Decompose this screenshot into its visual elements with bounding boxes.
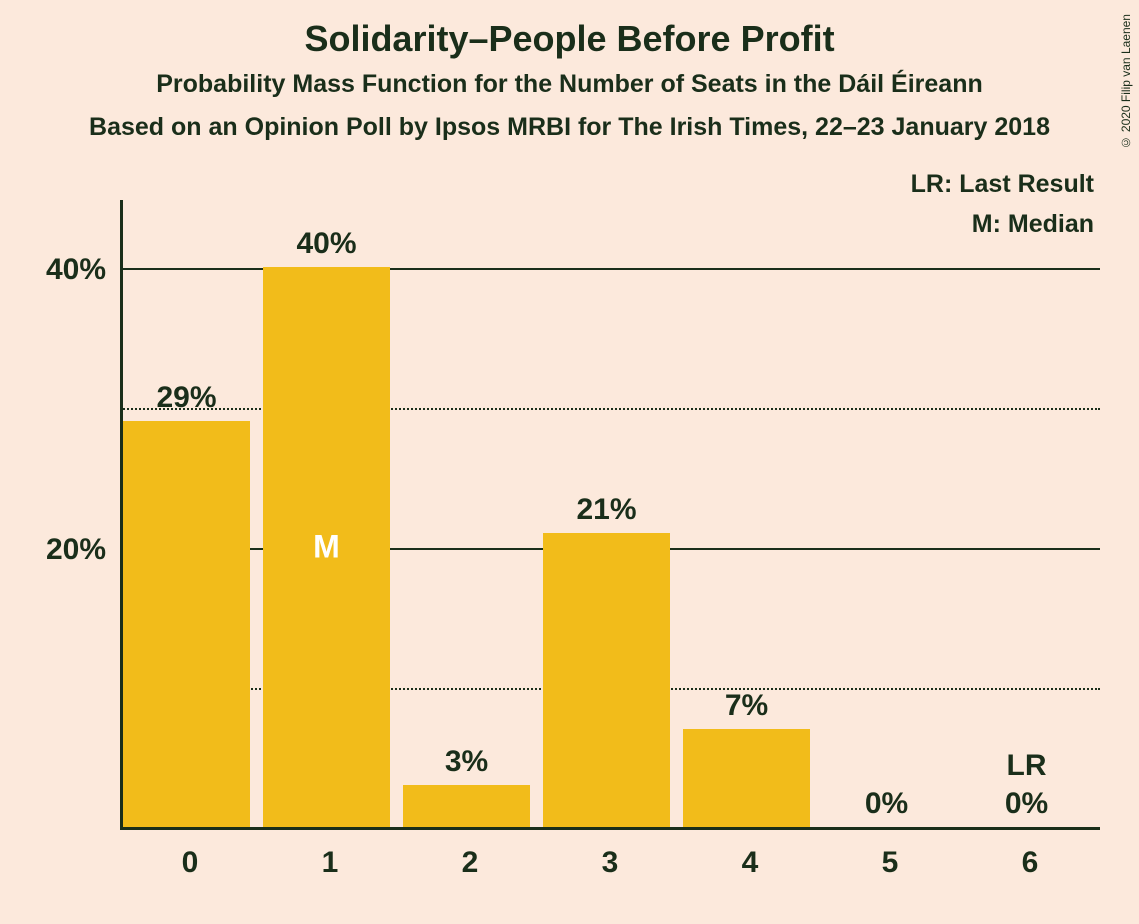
bar: 7%	[683, 729, 810, 827]
bar: 40%M	[263, 267, 390, 827]
bar-value-label: 40%	[263, 227, 390, 261]
chart-subtitle-2: Based on an Opinion Poll by Ipsos MRBI f…	[0, 113, 1139, 142]
bar-value-label: 0%	[963, 787, 1090, 821]
x-tick-label: 3	[602, 846, 619, 880]
bar-value-label: 29%	[123, 381, 250, 415]
x-tick-label: 5	[882, 846, 899, 880]
median-marker: M	[263, 529, 390, 566]
title-block: Solidarity–People Before Profit Probabil…	[0, 0, 1139, 142]
x-tick-label: 2	[462, 846, 479, 880]
x-axis	[120, 827, 1100, 830]
bar-value-label: 7%	[683, 689, 810, 723]
x-tick-label: 0	[182, 846, 199, 880]
x-tick-label: 4	[742, 846, 759, 880]
lr-marker: LR	[963, 749, 1090, 783]
bar: 29%	[123, 421, 250, 827]
legend-m: M: Median	[972, 210, 1094, 239]
x-tick-label: 6	[1022, 846, 1039, 880]
bar: 3%	[403, 785, 530, 827]
x-tick-label: 1	[322, 846, 339, 880]
chart-title: Solidarity–People Before Profit	[0, 18, 1139, 60]
y-tick-label: 20%	[46, 533, 106, 567]
bar-value-label: 0%	[823, 787, 950, 821]
copyright-text: © 2020 Filip van Laenen	[1119, 14, 1133, 149]
bar: 21%	[543, 533, 670, 827]
chart-subtitle-1: Probability Mass Function for the Number…	[0, 70, 1139, 99]
bar-value-label: 3%	[403, 745, 530, 779]
legend-lr: LR: Last Result	[911, 170, 1094, 199]
chart-plot-area: 20%40%LR: Last ResultM: Median29%040%M13…	[120, 200, 1100, 830]
y-tick-label: 40%	[46, 253, 106, 287]
bar-value-label: 21%	[543, 493, 670, 527]
